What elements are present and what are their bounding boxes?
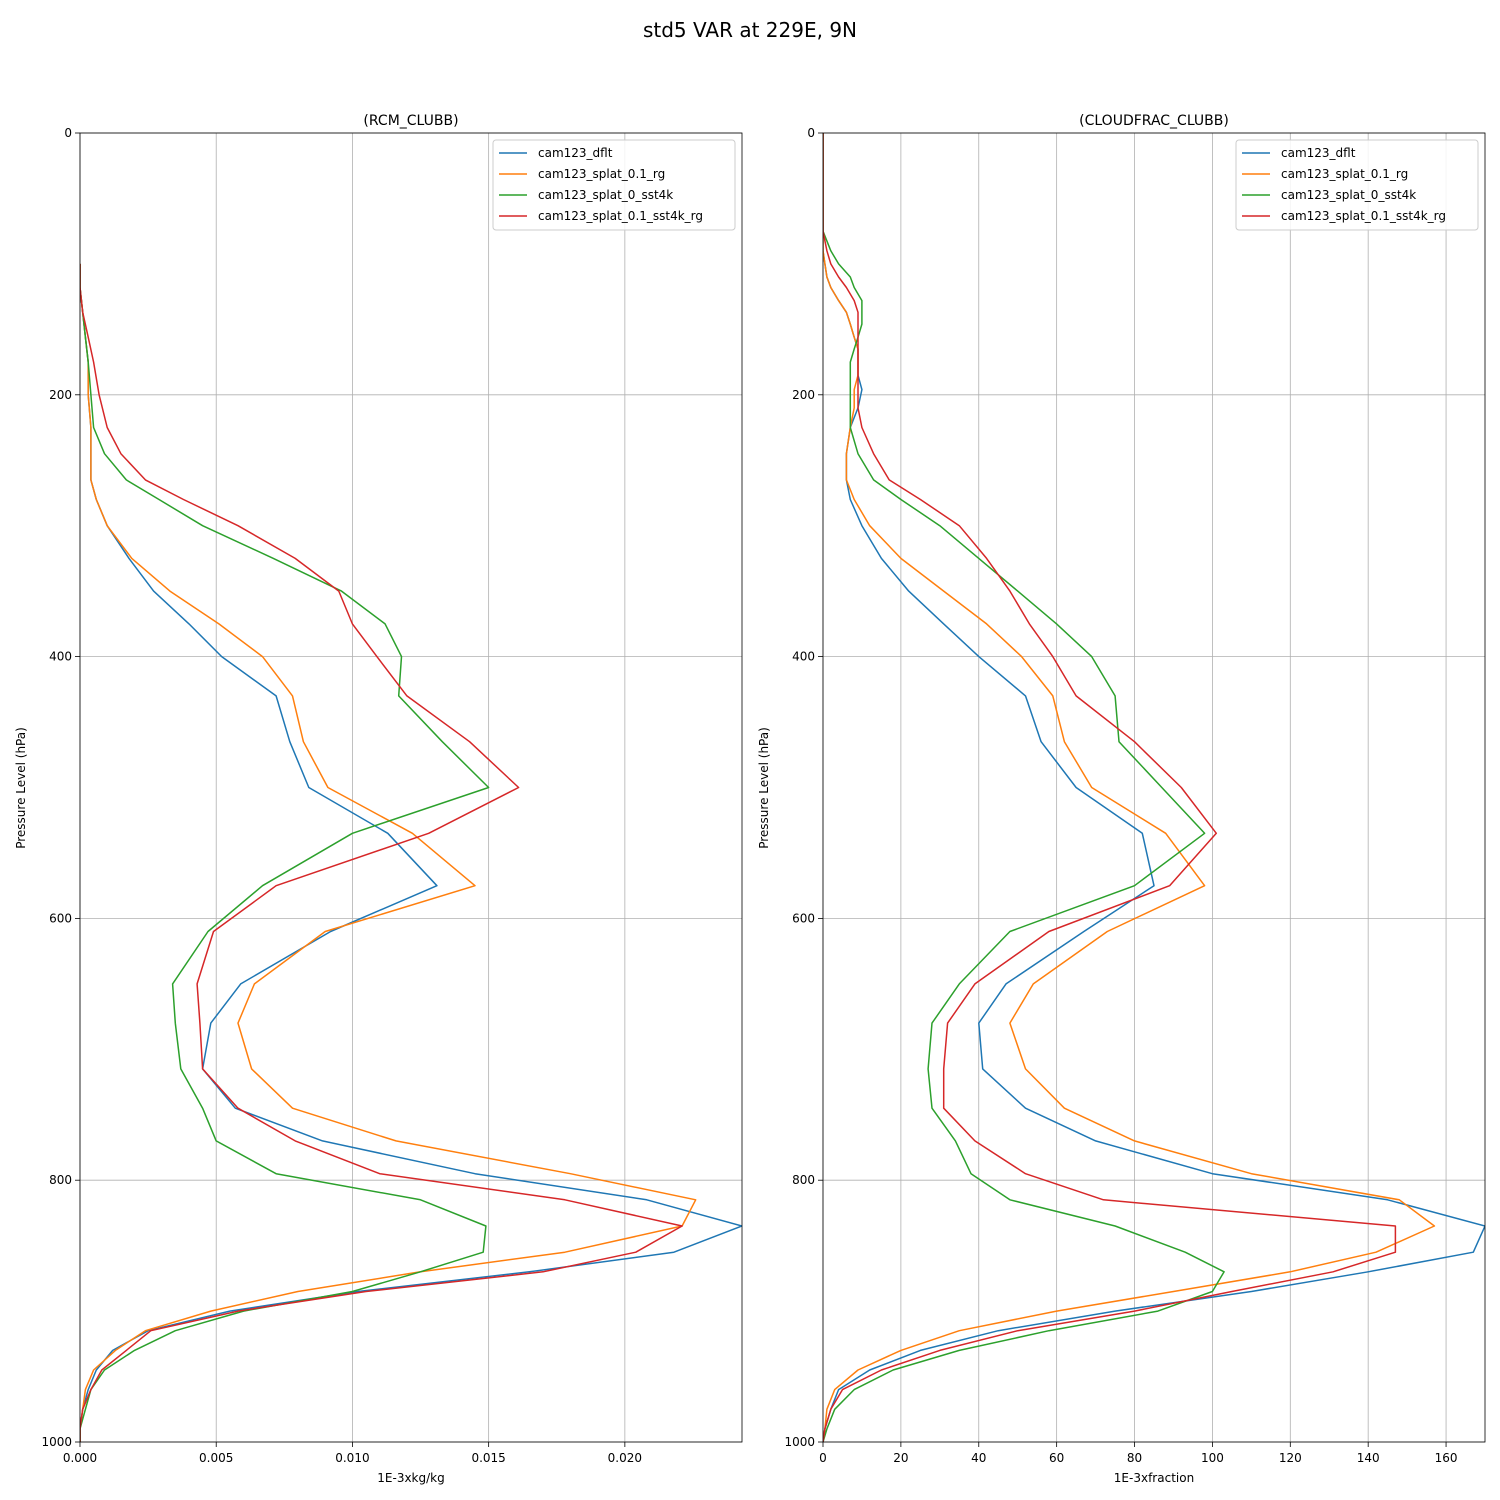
axes-frame (822, 132, 1486, 1443)
x-axis-label: 1E-3xfraction (1114, 1471, 1194, 1485)
x-tick-label: 0.005 (199, 1451, 233, 1465)
x-tick-label: 40 (971, 1451, 986, 1465)
series-line-cam123_splat_0.1_sst4k_rg (80, 263, 683, 1442)
legend: cam123_dflt cam123_splat_0.1_rg cam123_spl… (1235, 139, 1479, 231)
x-tick-label: 140 (1357, 1451, 1380, 1465)
series-line-cam123_splat_0_sst4k (823, 133, 1225, 1442)
series-line-cam123_splat_0.1_sst4k_rg (823, 133, 1397, 1442)
legend-label: cam123_splat_0.1_rg (1281, 167, 1408, 181)
y-tick-label: 600 (792, 911, 815, 925)
y-ticks: 0 200 400 600 800 1000 (784, 126, 823, 1449)
x-tick-label: 100 (1201, 1451, 1224, 1465)
x-ticks: 0 20 40 60 80 100 120 140 160 (819, 1442, 1458, 1465)
y-tick-label: 0 (64, 126, 72, 140)
series-lines (80, 263, 742, 1442)
x-tick-label: 0.000 (63, 1451, 97, 1465)
legend-box (492, 139, 736, 231)
y-ticks: 0 200 400 600 800 1000 (41, 126, 80, 1449)
y-tick-label: 800 (792, 1173, 815, 1187)
x-tick-label: 0 (819, 1451, 827, 1465)
y-tick-label: 200 (792, 388, 815, 402)
axes-frame (79, 132, 743, 1443)
series-line-cam123_splat_0.1_rg (823, 133, 1436, 1442)
panel-rcm-clubb: (RCM_CLUBB) 1E-3xkg/kg Pressure Level (h… (14, 113, 743, 1485)
y-tick-label: 600 (49, 911, 72, 925)
x-tick-label: 0.020 (608, 1451, 642, 1465)
x-tick-label: 80 (1127, 1451, 1142, 1465)
gridlines (822, 132, 1485, 1443)
panel-title: (CLOUDFRAC_CLUBB) (1079, 113, 1229, 129)
figure-title: std5 VAR at 229E, 9N (643, 18, 857, 42)
x-tick-label: 0.015 (471, 1451, 505, 1465)
y-tick-label: 800 (49, 1173, 72, 1187)
x-tick-label: 120 (1279, 1451, 1302, 1465)
y-tick-label: 0 (807, 126, 815, 140)
series-line-cam123_dflt (823, 133, 1485, 1442)
legend-label: cam123_splat_0_sst4k (538, 188, 673, 202)
legend-label: cam123_dflt (538, 146, 613, 160)
y-tick-label: 1000 (41, 1435, 72, 1449)
y-axis-label: Pressure Level (hPa) (14, 727, 28, 849)
panel-cloudfrac-clubb: (CLOUDFRAC_CLUBB) 1E-3xfraction Pressure… (757, 113, 1486, 1485)
y-tick-label: 200 (49, 388, 72, 402)
panel-title: (RCM_CLUBB) (363, 113, 458, 129)
y-tick-label: 1000 (784, 1435, 815, 1449)
series-line-cam123_dflt (80, 263, 742, 1442)
series-line-cam123_splat_0_sst4k (80, 263, 490, 1442)
legend-label: cam123_splat_0.1_sst4k_rg (1281, 209, 1446, 223)
x-tick-label: 20 (893, 1451, 908, 1465)
series-line-cam123_splat_0.1_rg (80, 263, 697, 1442)
legend-label: cam123_splat_0.1_sst4k_rg (538, 209, 703, 223)
legend-label: cam123_dflt (1281, 146, 1356, 160)
x-tick-label: 160 (1435, 1451, 1458, 1465)
x-tick-label: 60 (1049, 1451, 1064, 1465)
gridlines (79, 132, 742, 1443)
y-tick-label: 400 (49, 650, 72, 664)
x-axis-label: 1E-3xkg/kg (377, 1471, 444, 1485)
y-tick-label: 400 (792, 650, 815, 664)
legend-label: cam123_splat_0_sst4k (1281, 188, 1416, 202)
legend-box (1235, 139, 1479, 231)
legend-label: cam123_splat_0.1_rg (538, 167, 665, 181)
series-lines (823, 133, 1485, 1442)
y-axis-label: Pressure Level (hPa) (757, 727, 771, 849)
x-ticks: 0.000 0.005 0.010 0.015 0.020 (63, 1442, 642, 1465)
x-tick-label: 0.010 (335, 1451, 369, 1465)
legend: cam123_dflt cam123_splat_0.1_rg cam123_spl… (492, 139, 736, 231)
